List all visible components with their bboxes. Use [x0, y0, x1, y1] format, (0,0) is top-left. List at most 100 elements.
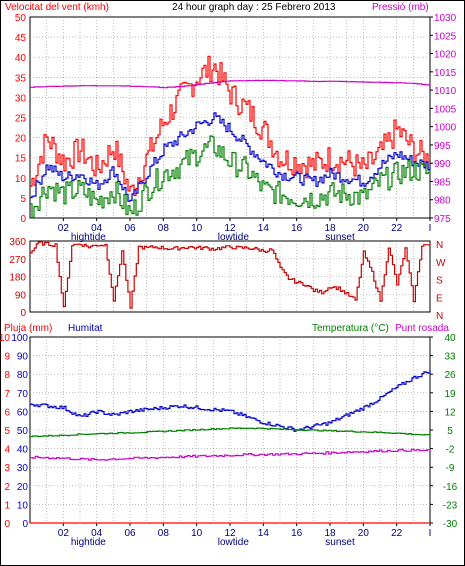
temperature-axis-title: Temperatura (°C)	[312, 323, 389, 334]
wind-tick-label: 30	[15, 93, 27, 104]
pressure-tick-label: 995	[434, 141, 451, 152]
rain-tick-label: 9	[4, 352, 10, 363]
event-label: hightide	[71, 232, 106, 243]
temperature-tick-label: 5	[447, 426, 453, 437]
wind-axis-title: Velocitat del vent (kmh)	[5, 2, 109, 13]
humidity-tick-label: 90	[17, 352, 29, 363]
event-label: sunset	[325, 537, 355, 548]
time-tick-label: 06	[124, 528, 136, 539]
time-tick-label: 08	[158, 528, 170, 539]
wind-tick-label: 15	[15, 154, 27, 165]
direction-tick-label: 90	[15, 290, 27, 301]
grid-layer	[30, 17, 430, 523]
event-label: lowtide	[218, 232, 250, 243]
rain-axis-title: Pluja (mm)	[4, 323, 52, 334]
direction-tick-label: 360	[9, 237, 26, 248]
pressure-tick-label: 1030	[434, 13, 457, 24]
wind-tick-label: 10	[15, 174, 27, 185]
pressure-tick-label: 1015	[434, 68, 457, 79]
rain-tick-label: 3	[4, 463, 10, 474]
wind-tick-label: 0	[20, 214, 26, 225]
rain-tick-label: 10	[0, 333, 10, 344]
event-label: hightide	[71, 537, 106, 548]
rain-tick-label: 7	[4, 389, 10, 400]
pressure-tick-label: 975	[434, 214, 451, 225]
rain-tick-label: 6	[4, 407, 10, 418]
time-tick-label: 02	[58, 528, 70, 539]
time-tick-label: 06	[124, 223, 136, 234]
humidity-axis-title: Humitat	[68, 323, 103, 334]
wind-tick-label: 5	[20, 194, 26, 205]
time-tick-label: 10	[191, 528, 203, 539]
temperature-tick-label: -2	[446, 445, 455, 456]
time-tick-label: 16	[291, 223, 303, 234]
temperature-tick-label: -23	[443, 500, 458, 511]
series-humitat	[30, 369, 431, 432]
compass-label: E	[436, 293, 443, 304]
axis-layer: 0510152025303540455097598098599099510001…	[0, 13, 458, 548]
time-tick-label: I	[429, 528, 432, 539]
rain-tick-label: 0	[4, 519, 10, 530]
direction-tick-label: 0	[20, 308, 26, 319]
temperature-tick-label: 40	[444, 333, 456, 344]
pressure-tick-label: 990	[434, 159, 451, 170]
compass-label: S	[436, 276, 443, 287]
compass-label: W	[436, 258, 446, 269]
time-tick-label: 22	[391, 528, 403, 539]
time-tick-label: 02	[58, 223, 70, 234]
temperature-tick-label: 19	[444, 389, 456, 400]
time-tick-label: 14	[258, 223, 270, 234]
event-label: sunset	[325, 232, 355, 243]
chart-title: 24 hour graph day : 25 Febrero 2013	[172, 2, 336, 13]
time-tick-label: 18	[324, 223, 336, 234]
temperature-tick-label: 12	[444, 407, 456, 418]
time-tick-label: 22	[391, 223, 403, 234]
time-tick-label: 12	[224, 528, 236, 539]
time-tick-label: 20	[358, 223, 370, 234]
humidity-tick-label: 50	[17, 426, 29, 437]
compass-label: N	[436, 311, 443, 322]
pressure-tick-label: 1005	[434, 104, 457, 115]
rain-tick-label: 2	[4, 482, 10, 493]
series-wind-direction	[30, 241, 431, 309]
time-tick-label: 20	[358, 528, 370, 539]
pressure-tick-label: 1025	[434, 31, 457, 42]
pressure-tick-label: 980	[434, 196, 451, 207]
humidity-tick-label: 30	[17, 463, 29, 474]
wind-tick-label: 35	[15, 73, 27, 84]
time-tick-label: 16	[291, 528, 303, 539]
direction-tick-label: 180	[9, 273, 26, 284]
compass-label: N	[436, 240, 443, 251]
wind-tick-label: 25	[15, 114, 27, 125]
wind-tick-label: 20	[15, 134, 27, 145]
time-tick-label: 10	[191, 223, 203, 234]
rain-tick-label: 5	[4, 426, 10, 437]
series-pressure	[30, 79, 431, 89]
wind-tick-label: 40	[15, 53, 27, 64]
wind-tick-label: 45	[15, 33, 27, 44]
pressure-tick-label: 1020	[434, 50, 457, 61]
humidity-tick-label: 70	[17, 389, 29, 400]
wind-tick-label: 50	[15, 13, 27, 24]
rain-tick-label: 8	[4, 370, 10, 381]
temperature-tick-label: 33	[444, 352, 456, 363]
humidity-tick-label: 40	[17, 445, 29, 456]
dew-point-axis-title: Punt rosada	[395, 323, 449, 334]
humidity-tick-label: 10	[17, 500, 29, 511]
humidity-tick-label: 20	[17, 482, 29, 493]
temperature-tick-label: -9	[446, 463, 455, 474]
time-tick-label: 18	[324, 528, 336, 539]
pressure-tick-label: 1000	[434, 123, 457, 134]
pressure-tick-label: 1010	[434, 86, 457, 97]
humidity-tick-label: 100	[11, 333, 28, 344]
time-tick-label: 04	[91, 223, 103, 234]
temperature-tick-label: -16	[443, 482, 458, 493]
event-label: lowtide	[218, 537, 250, 548]
time-tick-label: 04	[91, 528, 103, 539]
humidity-tick-label: 60	[17, 407, 29, 418]
pressure-axis-title: Pressió (mb)	[372, 2, 429, 13]
time-tick-label: 14	[258, 528, 270, 539]
series-layer	[30, 55, 431, 524]
